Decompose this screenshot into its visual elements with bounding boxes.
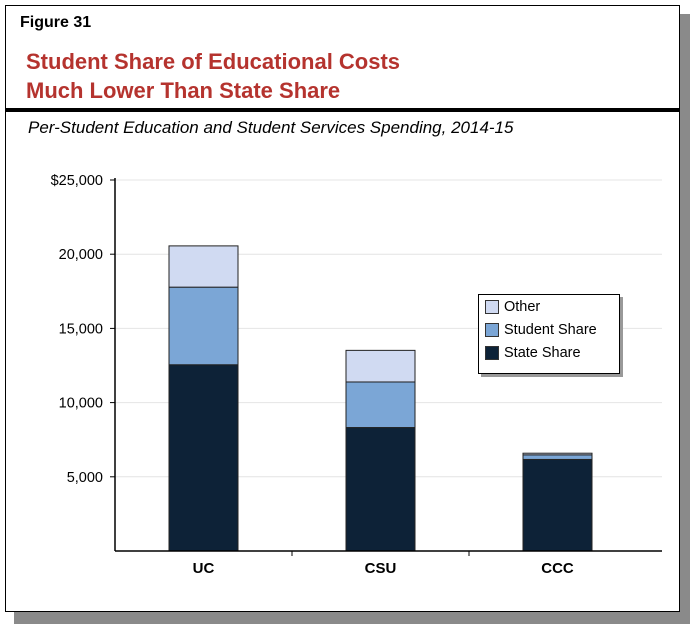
bar-state-share bbox=[522, 458, 593, 552]
y-tick-label: 5,000 bbox=[67, 470, 103, 486]
title-line-1: Student Share of Educational Costs bbox=[26, 49, 401, 74]
title-line-2: Much Lower Than State Share bbox=[26, 78, 341, 103]
legend-item: Student Share bbox=[479, 318, 619, 341]
bar-state-share bbox=[345, 427, 416, 552]
legend: Other Student Share State Share bbox=[478, 294, 620, 374]
bar-state-share bbox=[168, 364, 239, 552]
y-tick-label: 15,000 bbox=[59, 321, 103, 337]
figure-label: Figure 31 bbox=[20, 14, 92, 31]
bar-student-share bbox=[168, 286, 239, 366]
chart-subtitle: Per-Student Education and Student Servic… bbox=[28, 118, 514, 137]
legend-swatch bbox=[485, 299, 499, 314]
title-rule bbox=[5, 108, 680, 112]
x-tick-label: CSU bbox=[365, 560, 397, 577]
legend-label: Other bbox=[504, 298, 541, 315]
x-tick-label: CCC bbox=[541, 560, 574, 577]
legend-item: Other bbox=[479, 295, 619, 318]
bar-other bbox=[345, 349, 416, 383]
chart-title: Student Share of Educational Costs Much … bbox=[26, 47, 400, 105]
bar-student-share bbox=[345, 381, 416, 429]
legend-item: State Share bbox=[479, 341, 619, 364]
bar-other bbox=[168, 245, 239, 288]
y-tick-label: 20,000 bbox=[59, 247, 103, 263]
legend-swatch bbox=[485, 322, 499, 337]
legend-swatch bbox=[485, 345, 499, 360]
bar-other bbox=[522, 452, 593, 456]
legend-label: Student Share bbox=[504, 321, 597, 338]
y-tick-label: 10,000 bbox=[59, 396, 103, 412]
y-tick-label: $25,000 bbox=[51, 173, 103, 189]
x-tick-label: UC bbox=[193, 560, 215, 577]
bar-student-share bbox=[522, 454, 593, 460]
legend-label: State Share bbox=[504, 344, 581, 361]
